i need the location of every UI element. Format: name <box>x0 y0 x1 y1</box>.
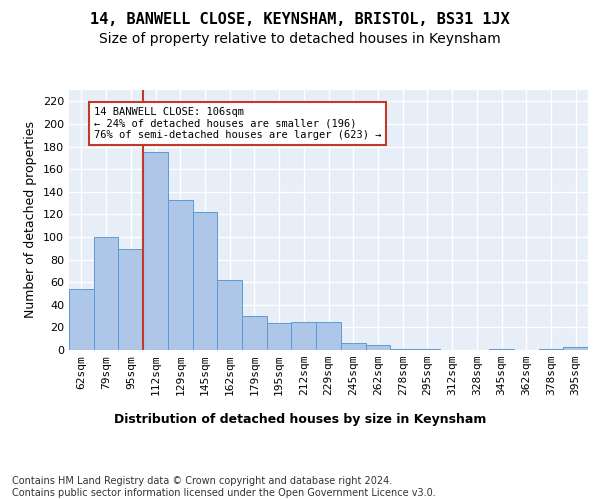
Bar <box>316 322 341 350</box>
Bar <box>489 349 514 350</box>
Bar <box>168 200 193 350</box>
Text: 14, BANWELL CLOSE, KEYNSHAM, BRISTOL, BS31 1JX: 14, BANWELL CLOSE, KEYNSHAM, BRISTOL, BS… <box>90 12 510 28</box>
Bar <box>563 346 588 350</box>
Bar <box>193 212 217 350</box>
Bar <box>267 323 292 350</box>
Bar <box>69 289 94 350</box>
Bar <box>143 152 168 350</box>
Y-axis label: Number of detached properties: Number of detached properties <box>25 122 37 318</box>
Bar <box>341 343 365 350</box>
Bar <box>390 349 415 350</box>
Bar <box>415 349 440 350</box>
Bar <box>539 349 563 350</box>
Bar <box>217 280 242 350</box>
Bar <box>242 316 267 350</box>
Bar <box>365 346 390 350</box>
Text: Distribution of detached houses by size in Keynsham: Distribution of detached houses by size … <box>114 412 486 426</box>
Bar <box>94 237 118 350</box>
Text: 14 BANWELL CLOSE: 106sqm
← 24% of detached houses are smaller (196)
76% of semi-: 14 BANWELL CLOSE: 106sqm ← 24% of detach… <box>94 107 381 140</box>
Text: Size of property relative to detached houses in Keynsham: Size of property relative to detached ho… <box>99 32 501 46</box>
Text: Contains HM Land Registry data © Crown copyright and database right 2024.
Contai: Contains HM Land Registry data © Crown c… <box>12 476 436 498</box>
Bar <box>292 322 316 350</box>
Bar <box>118 250 143 350</box>
